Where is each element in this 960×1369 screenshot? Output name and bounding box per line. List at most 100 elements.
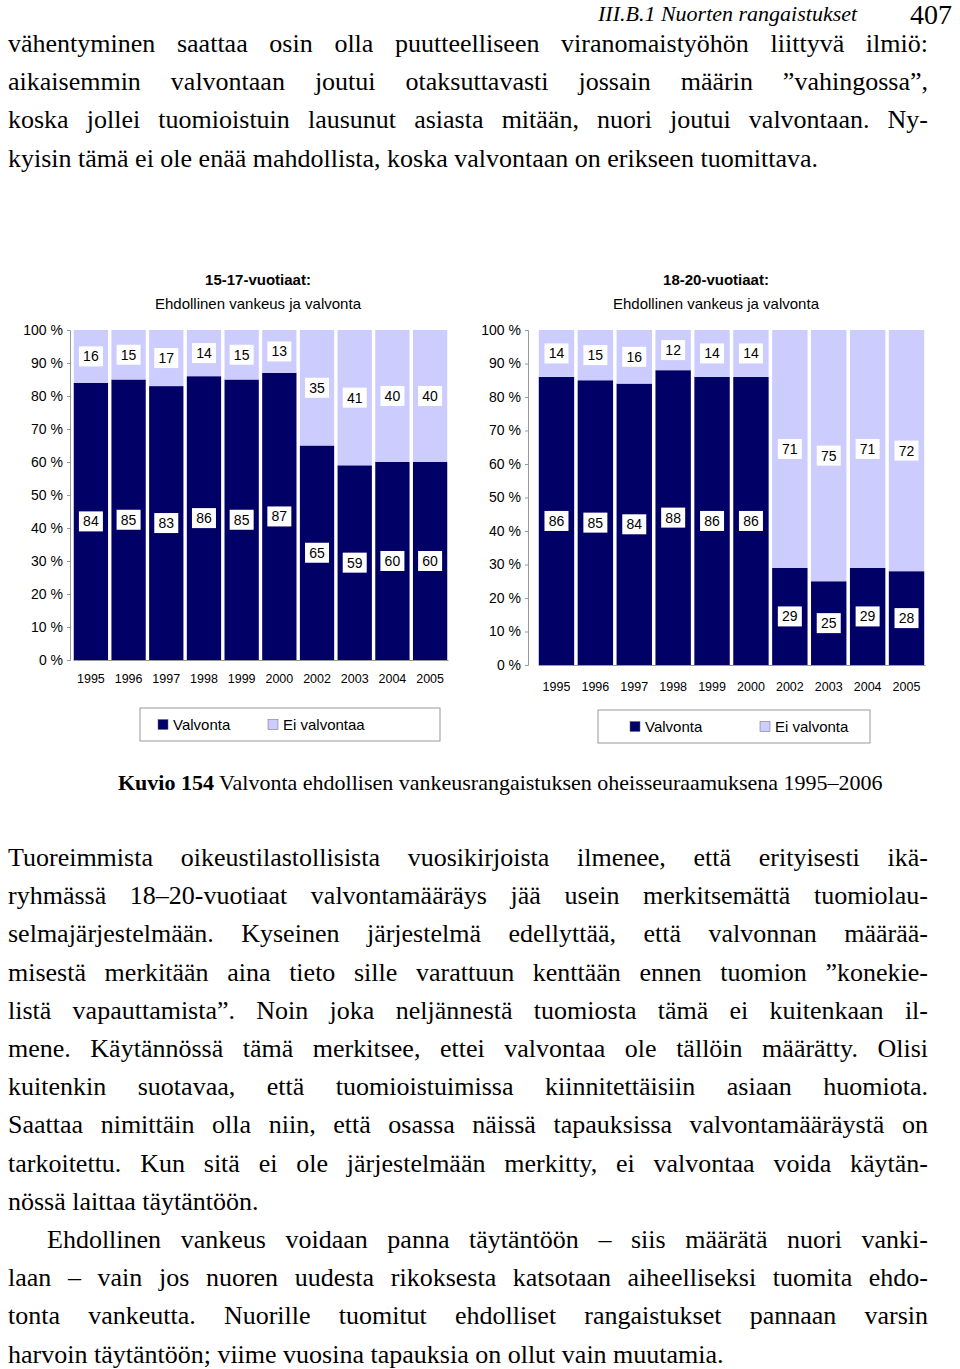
text-line: Saattaa nimittäin olla niin, että osassa… [8,1106,928,1144]
data-label-background [778,439,802,459]
tick-label: 60 % [489,456,521,472]
text-line: nössä laittaa täytäntöön. [8,1183,928,1221]
tick-mark [67,462,70,463]
tick-label: 10 % [489,623,521,639]
page-number: 407 [910,0,952,32]
legend-box [140,708,440,741]
tick: 90 % [31,355,70,371]
bar-segment [225,330,259,380]
data-label: 40 [422,388,438,404]
tick: 1998 [190,660,218,686]
tick: 100 % [23,322,70,338]
tick: 90 % [489,355,528,371]
tick: 2002 [776,665,804,694]
bar-segment [74,383,108,660]
tick-label: 2002 [776,680,804,694]
bar-segment [539,330,574,377]
legend-swatch [158,720,168,730]
tick: 2005 [893,665,921,694]
x-axis: 1995199619971998199920002002200320042005 [74,660,449,686]
tick: 1999 [228,660,256,686]
tick-mark [525,431,528,432]
chart: 18-20-vuotiaat:Ehdollinen vankeus ja val… [481,271,925,743]
bar-segment [655,330,690,370]
data-label-background [817,446,841,466]
tick: 1996 [581,665,609,694]
tick-label: 2000 [265,672,293,686]
data-label-background [305,543,329,563]
text-line: vähentyminen saattaa osin olla puutteell… [8,25,928,63]
data-label: 72 [899,443,915,459]
data-label-background [305,378,329,398]
tick-label: 1995 [543,680,571,694]
axis-line [525,331,529,666]
tick: 2004 [379,660,407,686]
caption-space [214,770,219,795]
data-label-background [739,511,763,531]
tick-label: 70 % [489,422,521,438]
tick: 50 % [31,487,70,503]
chart-title: 15-17-vuotiaat: [205,271,311,288]
tick: 20 % [31,586,70,602]
tick-label: 1997 [152,672,180,686]
text-line: Ehdollinen vankeus voidaan panna täytänt… [47,1221,928,1259]
data-label: 60 [385,553,401,569]
tick: 1999 [698,665,726,694]
data-label: 75 [821,448,837,464]
tick: 10 % [489,623,528,639]
bar-segment [300,446,334,661]
tick-label: 1999 [228,672,256,686]
legend-swatch [268,720,278,730]
data-label: 15 [121,347,137,363]
data-label: 16 [83,348,99,364]
legend-box [598,710,870,743]
tick: 2002 [303,660,331,686]
data-label: 86 [549,513,565,529]
tick-mark [67,363,70,364]
data-label: 15 [234,347,250,363]
axis-line [539,665,926,666]
legend-swatch [630,722,640,732]
data-label: 14 [549,345,565,361]
tick-label: 0 % [497,657,521,673]
tick: 40 % [489,523,528,539]
tick-label: 20 % [31,586,63,602]
tick: 30 % [31,553,70,569]
text-line: tonta vankeutta. Nuorille tuomitut ehdol… [8,1297,928,1335]
tick: 2003 [341,660,369,686]
axis-line [67,331,71,661]
data-label: 85 [234,512,250,528]
data-labels: 8685848886862925292814151612141471757172 [544,340,918,633]
tick-mark [525,632,528,633]
data-label-background [79,511,103,531]
data-label: 84 [626,516,642,532]
legend: ValvontaEi valvontaa [140,708,440,741]
tick-label: 2003 [815,680,843,694]
tick-mark [525,598,528,599]
tick-label: 50 % [489,489,521,505]
text-line: tarkoitettu. Kun sitä ei ole järjestelmä… [8,1145,928,1183]
data-label-background [418,551,442,571]
bar-segment [617,384,652,665]
data-label: 65 [309,545,325,561]
data-label-background [622,514,646,534]
tick: 30 % [489,556,528,572]
text-line: harvoin täytäntöön; viime vuosina tapauk… [8,1336,928,1369]
data-label: 17 [158,350,174,366]
tick: 20 % [489,590,528,606]
bar-segment [74,330,108,383]
data-label-background [117,510,141,530]
data-label: 14 [743,345,759,361]
bars [74,330,447,660]
tick-label: 40 % [31,520,63,536]
bar-segment [262,373,296,660]
data-label-background [418,386,442,406]
tick: 70 % [31,421,70,437]
data-label-background [230,345,254,365]
tick-label: 0 % [39,652,63,668]
data-label: 86 [704,513,720,529]
tick-label: 2005 [416,672,444,686]
chart: 15-17-vuotiaat:Ehdollinen vankeus ja val… [23,271,448,741]
tick: 1995 [77,660,105,686]
data-label-background [700,511,724,531]
